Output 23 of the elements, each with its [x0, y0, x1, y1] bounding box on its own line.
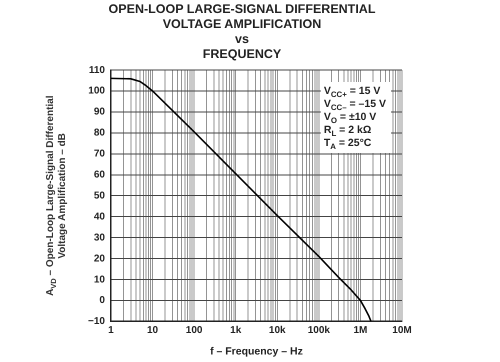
x-tick-label: 1	[108, 325, 114, 336]
x-axis-title: f – Frequency – Hz	[210, 346, 303, 358]
y-tick-label: 110	[88, 64, 106, 76]
chart-title: OPEN-LOOP LARGE-SIGNAL DIFFERENTIAL VOLTAGE AMPLIFICATION vs FREQUENCY	[108, 2, 376, 61]
y-tick-label: 10	[94, 274, 106, 286]
y-tick-label: 70	[94, 148, 106, 160]
x-tick-label: 100	[186, 325, 203, 336]
y-tick-label: 50	[94, 190, 106, 202]
y-tick-label: 30	[94, 232, 106, 244]
x-tick-label: 1M	[353, 325, 368, 336]
x-tick-label: 10M	[392, 325, 412, 336]
y-tick-label: 90	[94, 106, 106, 118]
x-tick-label: 1k	[230, 325, 242, 336]
y-tick-label: 0	[99, 295, 106, 306]
y-tick-label: 80	[94, 128, 106, 139]
y-tick-label: 100	[88, 86, 106, 97]
x-tick-label: 10k	[268, 325, 286, 336]
x-tick-label: 10	[146, 325, 159, 336]
x-tick-label: 100k	[308, 325, 330, 336]
y-tick-label: 40	[94, 211, 106, 222]
y-tick-label: 60	[94, 170, 106, 180]
y-tick-label: 20	[94, 253, 106, 264]
y-tick-label: −10	[88, 316, 106, 328]
